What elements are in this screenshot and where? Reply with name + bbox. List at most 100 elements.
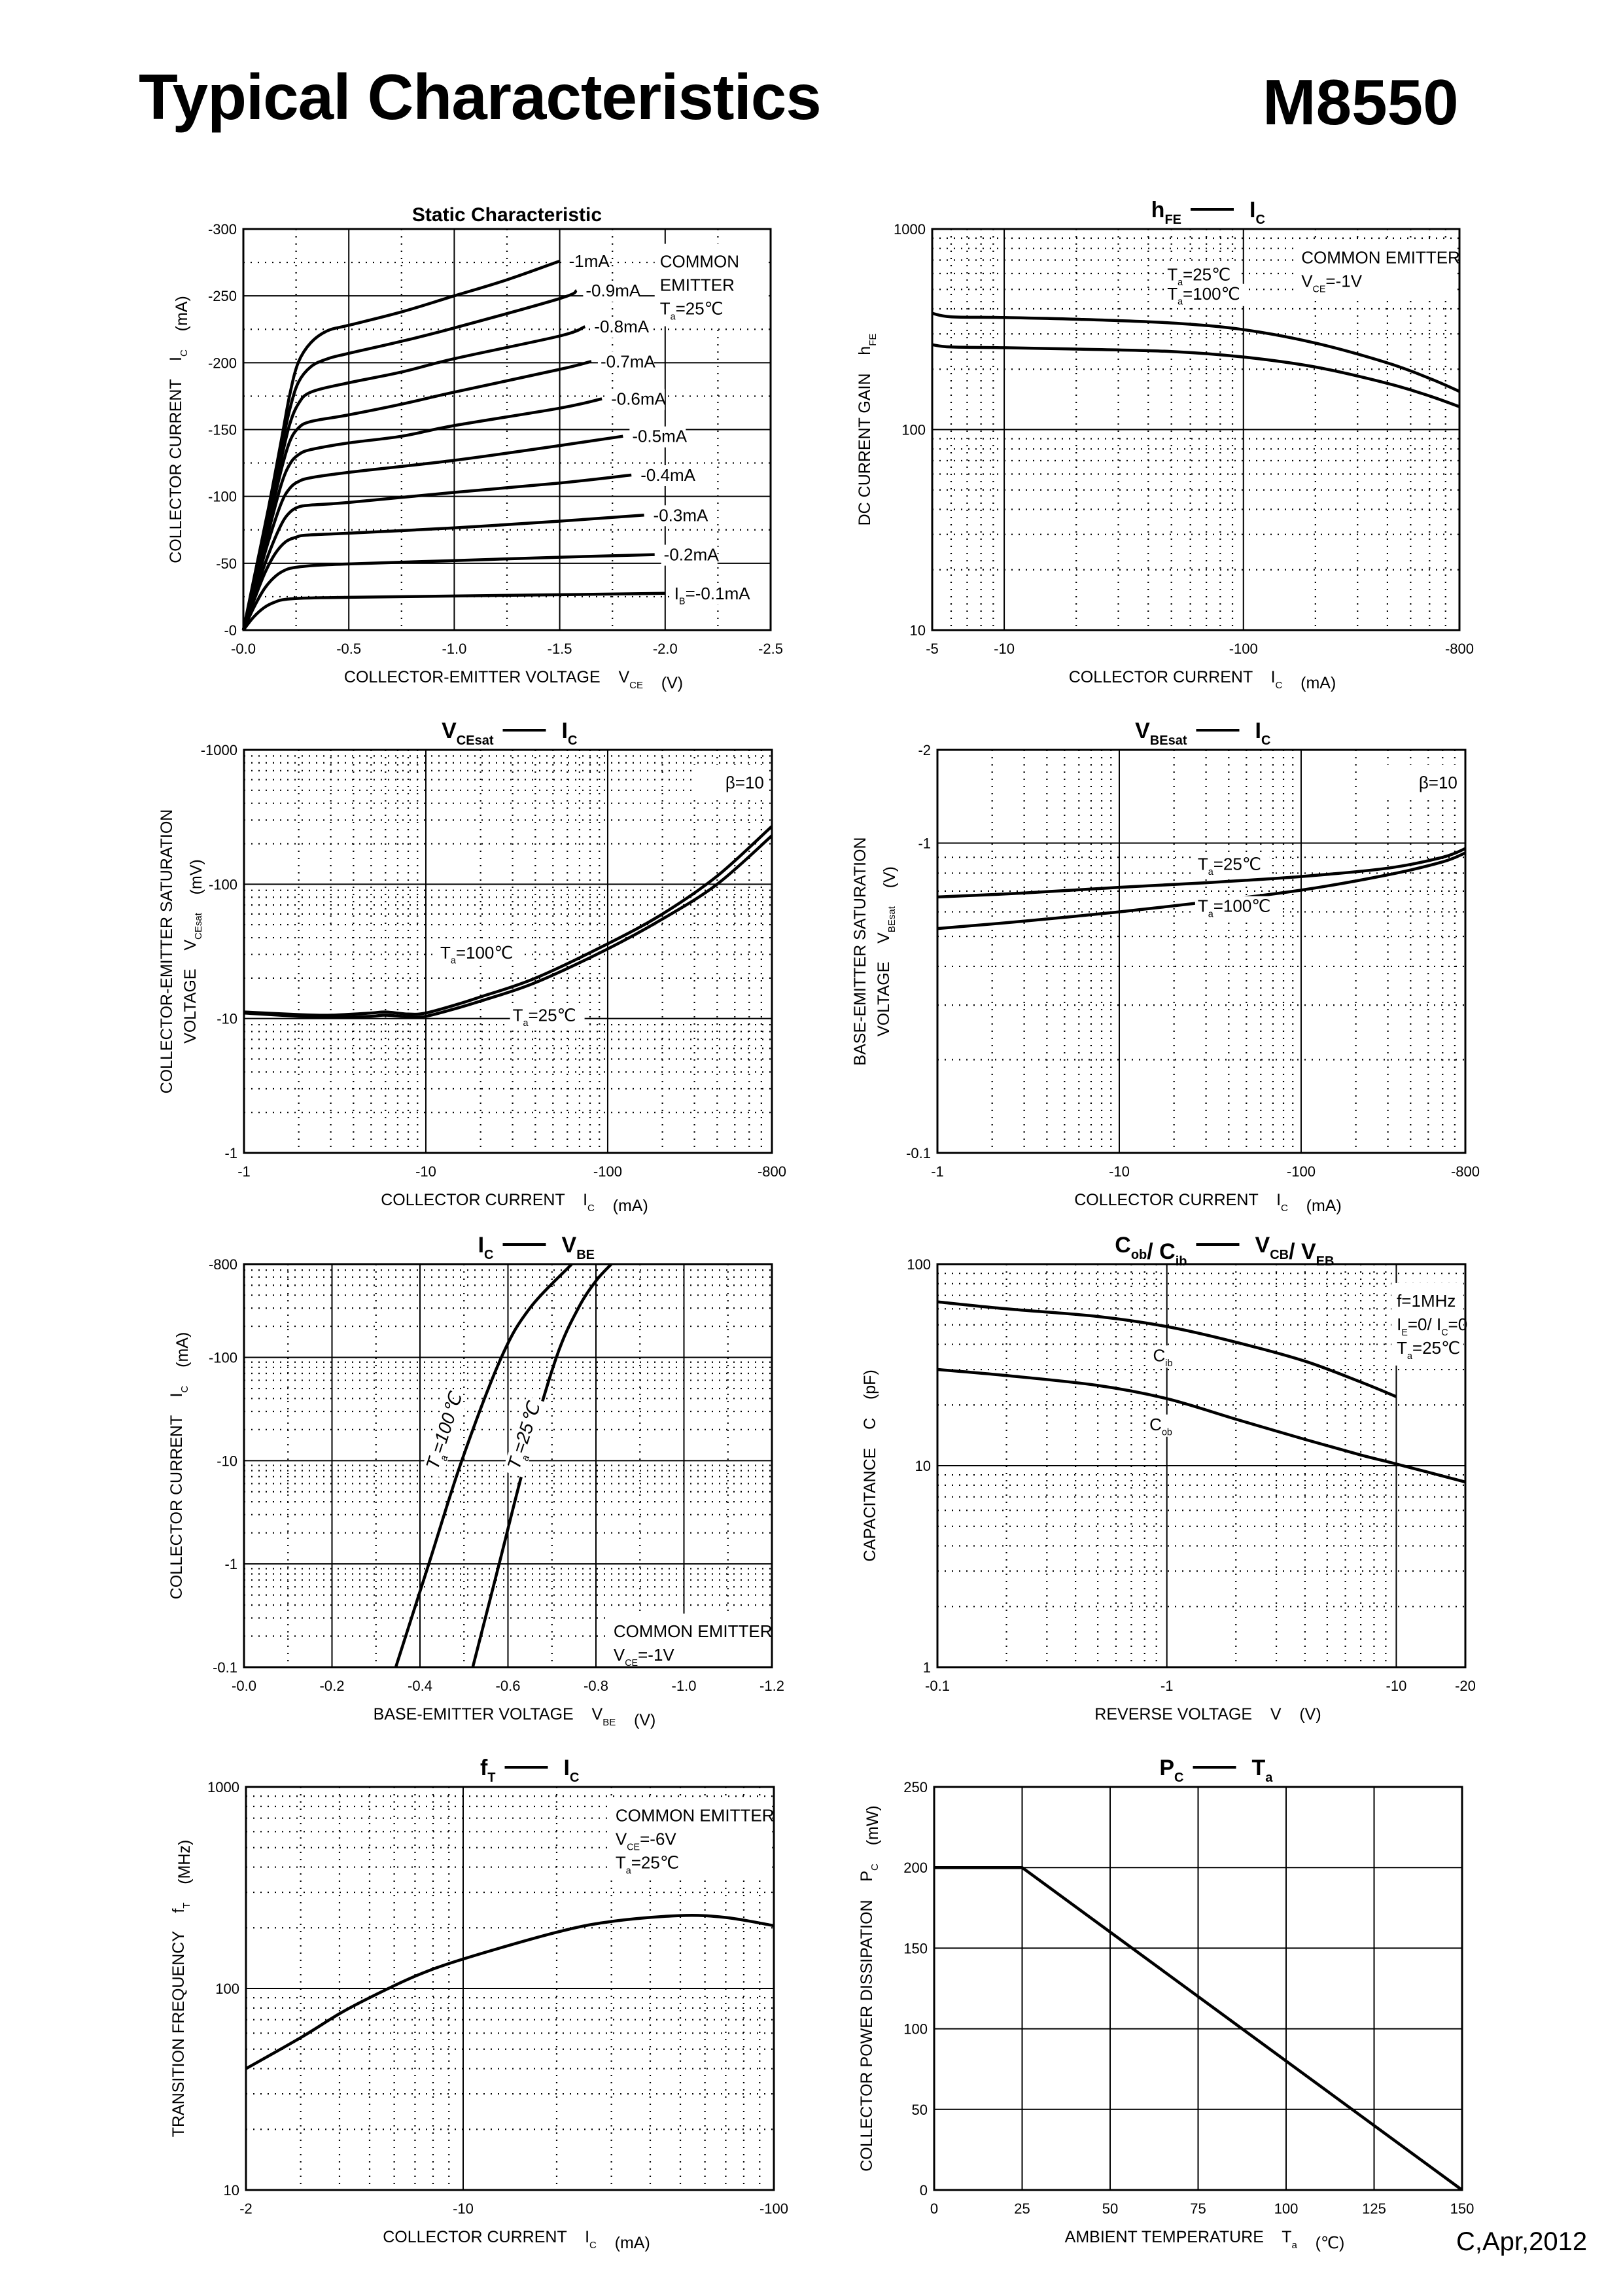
annotation-text: β=10 [1419,773,1457,792]
annotation-text: f=1MHz [1397,1291,1456,1311]
y-axis-label: COLLECTOR-EMITTER SATURATION [158,809,176,1094]
annotation-text: COMMON [660,252,739,272]
series-line-IB=-0.4mA [241,473,632,631]
y-tick-label: 0 [920,2182,928,2199]
annotation-backdrop [610,1797,772,1881]
label-backdrop [1164,264,1240,287]
annotation-backdrop [654,243,769,327]
y-axis-label-group: BASE-EMITTER SATURATION VOLTAGE VBEsat (V… [851,837,899,1065]
x-axis-label: AMBIENT TEMPERATURE Ta (℃) [1065,2228,1345,2252]
annotation-text: β=10 [725,773,764,792]
label-backdrop [650,505,707,527]
x-tick-label: -1 [237,1163,251,1180]
annotation-text: Ta=25℃ [660,299,724,323]
page-title: Typical Characteristics [139,61,822,133]
annotation-text: EMITTER [660,275,735,295]
series-label: -0.7mA [601,351,655,371]
label-backdrop [1147,1414,1196,1437]
y-axis-label: COLLECTOR CURRENT IC (mA) [167,1332,192,1600]
y-tick-label: 150 [903,1940,928,1956]
x-tick-label: -1 [931,1163,944,1180]
x-tick-label: 25 [1014,2200,1030,2217]
plot-frame [245,1786,775,2191]
chart-title-left: VBEsat [1135,718,1187,748]
x-tick-label: -0.6 [496,1678,521,1694]
series-label: Ta=25℃ [1167,264,1230,288]
annotation-text: Ta=25℃ [1397,1338,1460,1362]
x-tick-label: -1.5 [548,641,572,657]
label-backdrop [566,251,606,273]
series-line-Ta=25℃ [471,1263,613,1668]
y-tick-label: -200 [208,355,237,371]
chart-title-right: IC [562,718,578,748]
y-tick-label: 200 [903,1860,928,1876]
chart-title-left: Cob/ Cib [1115,1233,1187,1269]
rotated-label: Ta=25℃ [502,1396,548,1478]
label-backdrop [421,1396,467,1478]
y-tick-label: -300 [208,221,237,238]
x-tick-label: 75 [1190,2200,1206,2217]
x-tick-label: -800 [1445,641,1474,657]
y-tick-label: -2 [918,742,931,758]
y-tick-label: -0.1 [906,1145,931,1161]
label-backdrop [1150,1345,1200,1368]
annotation-backdrop [608,1614,770,1673]
y-tick-label: -1000 [201,742,237,758]
x-tick-label: -0.5 [336,641,361,657]
series-line-IB=-0.5mA [241,434,623,631]
part-number: M8550 [1263,66,1459,138]
x-tick-label: -0.8 [584,1678,608,1694]
chart-vcesat: β=10 Ta=100℃ Ta=25℃ -1 -10 -100 -800 -1 -10 -100 -… [158,718,786,1215]
x-tick-label: 100 [1274,2200,1299,2217]
y-axis-label-group: COLLECTOR POWER DISSIPATION PC (mW) [858,1805,882,2172]
y-axis-label-group: COLLECTOR CURRENT IC (mA) [167,296,191,563]
series-line-Ta=25℃ [937,847,1466,899]
chart-title-left: VCEsat [442,718,494,748]
label-backdrop [591,317,648,338]
series-line-fT [245,1914,775,2070]
chart-title-left: fT [480,1756,496,1785]
y-tick-label: 100 [901,422,926,438]
annotation-text: IE=0/ IC=0 [1397,1315,1467,1338]
series-label: -0.9mA [585,281,640,300]
y-tick-label: -1 [224,1145,237,1161]
y-tick-label: -50 [216,556,237,572]
label-backdrop [629,426,686,448]
y-tick-label: -100 [208,489,237,505]
series-label: Ta=100℃ [1198,896,1271,920]
label-backdrop [1195,854,1270,877]
x-tick-label: -800 [1451,1163,1480,1180]
x-tick-label: -0.1 [925,1678,950,1694]
x-axis-label: COLLECTOR CURRENT IC (mA) [1074,1191,1342,1215]
y-axis-label: TRANSITION FREQUENCY fT (MHz) [169,1840,194,2138]
chart-title-right: IC [1249,198,1265,227]
x-tick-label: 125 [1362,2200,1386,2217]
series-label: Ta=25℃ [1198,854,1261,877]
plot-frame [243,1263,773,1669]
label-backdrop [437,942,521,965]
chart-hfe: COMMON EMITTER VCE=-1V Ta=100℃Ta=25℃ -5 -10 -… [856,198,1474,692]
annotation-backdrop [1391,1282,1463,1366]
series-line-Ta=100℃ [394,1263,573,1668]
y-axis-label-line2: VOLTAGE VCEsat (mV) [181,859,205,1044]
label-backdrop [583,280,640,302]
plot-frame [242,228,772,631]
x-axis-label: COLLECTOR CURRENT IC (mA) [381,1191,648,1215]
y-axis-label-line2: VOLTAGE VBEsat (V) [875,866,899,1036]
annotation-text: COMMON EMITTER [616,1806,775,1826]
x-axis-label: REVERSE VOLTAGE V (V) [1094,1705,1321,1723]
y-tick-label: -800 [209,1256,237,1273]
x-tick-label: -10 [1386,1678,1407,1694]
y-tick-label: 250 [903,1779,928,1795]
chart-title-right: VBE [562,1233,595,1262]
annotation-backdrop [1385,764,1461,800]
annotation-text: VCE=-1V [1301,272,1363,295]
x-axis-label: COLLECTOR CURRENT IC (mA) [1069,668,1336,692]
revision-date: C,Apr,2012 [1456,2227,1588,2256]
y-tick-label: 100 [903,2021,928,2038]
series-label: -0.5mA [632,427,687,446]
y-tick-label: 1 [923,1659,931,1676]
x-tick-label: -1 [1161,1678,1174,1694]
